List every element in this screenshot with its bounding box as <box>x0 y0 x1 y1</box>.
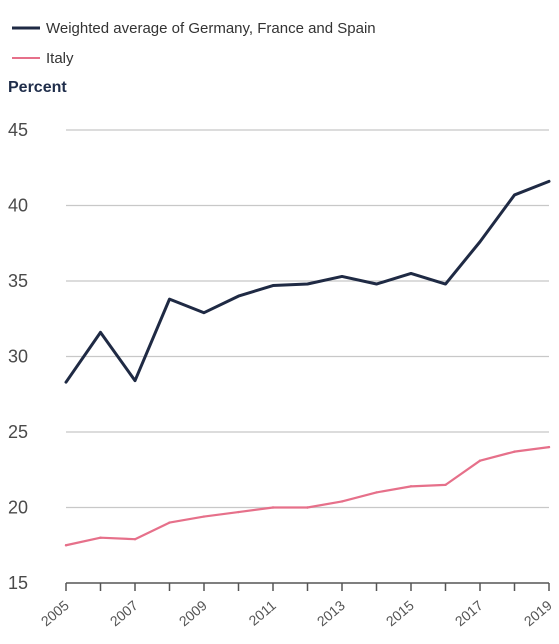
y-tick-label-25: 25 <box>8 422 28 442</box>
y-axis-label: Percent <box>8 79 67 96</box>
y-tick-labels: 15 20 25 30 35 40 45 <box>8 120 28 593</box>
x-tick-label-2009: 2009 <box>176 597 210 629</box>
data-point-s0-2011 <box>271 284 275 287</box>
data-point-s1-2018 <box>513 450 516 453</box>
x-tick-label-2015: 2015 <box>383 597 417 629</box>
data-point-s0-2005 <box>64 380 68 384</box>
legend: Weighted average of Germany, France and … <box>12 20 376 67</box>
data-point-s1-2007 <box>133 538 137 541</box>
y-tick-label-35: 35 <box>8 271 28 291</box>
data-point-s0-2009 <box>202 311 206 314</box>
series-lines <box>64 179 551 547</box>
x-tick-label-2019: 2019 <box>521 597 555 629</box>
legend-label-italy: Italy <box>46 50 74 67</box>
x-tick-label-2005: 2005 <box>38 597 72 629</box>
data-point-s0-2018 <box>513 193 516 197</box>
x-tick-label-2017: 2017 <box>452 597 486 629</box>
data-point-s0-2008 <box>168 297 171 301</box>
x-tick-label-2013: 2013 <box>314 597 348 629</box>
y-tick-label-30: 30 <box>8 347 28 367</box>
x-tick-label-2007: 2007 <box>107 597 141 629</box>
data-point-s0-2006 <box>99 331 102 334</box>
data-point-s1-2013 <box>340 500 344 503</box>
x-axis: 2005 2007 2009 2011 2013 2015 2017 2019 <box>38 582 555 629</box>
data-point-s0-2019 <box>547 180 551 183</box>
y-tick-label-40: 40 <box>8 196 28 216</box>
legend-label-weighted-average: Weighted average of Germany, France and … <box>46 20 376 37</box>
data-point-s0-2012 <box>306 282 309 286</box>
data-point-s1-2006 <box>99 536 102 539</box>
data-point-s1-2017 <box>478 459 482 462</box>
data-point-s1-2010 <box>237 510 240 514</box>
data-point-s1-2009 <box>202 515 206 518</box>
data-point-s1-2005 <box>64 544 68 547</box>
series-line-0 <box>64 179 551 384</box>
data-point-s1-2012 <box>306 506 309 509</box>
gridlines <box>66 129 549 509</box>
data-point-s1-2014 <box>375 491 378 494</box>
data-point-s0-2017 <box>478 240 482 243</box>
data-point-s0-2015 <box>409 272 413 275</box>
y-tick-label-15: 15 <box>8 573 28 593</box>
series-line-1 <box>64 446 551 547</box>
data-point-s0-2010 <box>237 294 240 298</box>
data-point-s0-2007 <box>133 379 137 382</box>
data-point-s0-2013 <box>340 275 344 278</box>
data-point-s0-2014 <box>375 282 378 286</box>
y-tick-label-20: 20 <box>8 498 28 518</box>
data-point-s0-2016 <box>444 282 447 286</box>
data-point-s1-2019 <box>547 445 551 449</box>
x-tick-label-2011: 2011 <box>246 597 280 629</box>
data-point-s1-2015 <box>409 485 413 488</box>
y-tick-label-45: 45 <box>8 120 28 140</box>
data-point-s1-2016 <box>444 483 447 487</box>
data-point-s1-2011 <box>271 506 275 509</box>
data-point-s1-2008 <box>168 521 171 524</box>
